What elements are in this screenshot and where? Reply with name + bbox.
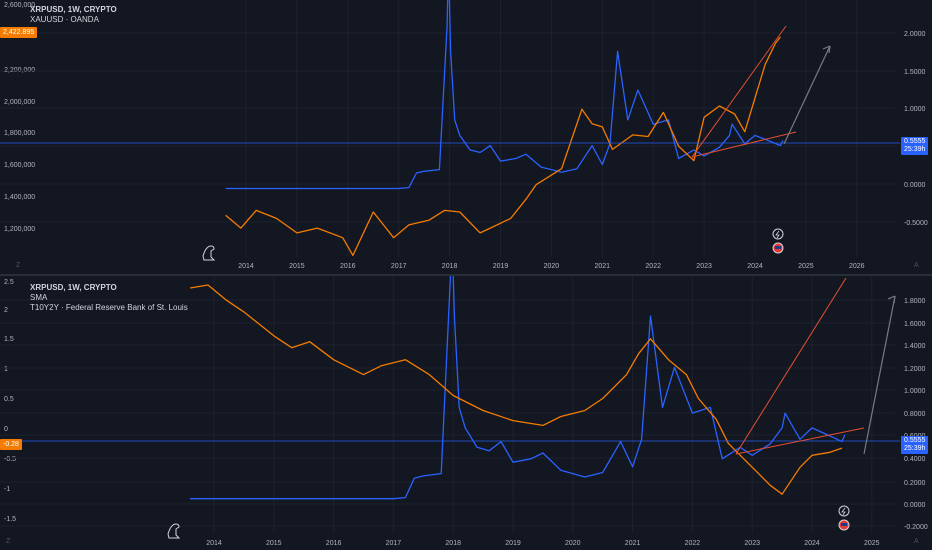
- left-tick-label: -1.5: [4, 516, 16, 523]
- projection-arrow-head: [822, 45, 831, 54]
- bottom-legend: XRPUSD, 1W, CRYPTO SMA T10Y2Y · Federal …: [30, 283, 188, 313]
- right-tick-label: 1.0000: [904, 106, 926, 113]
- bottom-legend-sma[interactable]: SMA: [30, 293, 48, 302]
- right-tick-label: 1.4000: [904, 343, 926, 350]
- x-tick-label: 2014: [206, 540, 222, 547]
- x-tick-label: 2016: [326, 540, 342, 547]
- top-legend-overlay[interactable]: XAUUSD · OANDA: [30, 15, 99, 24]
- x-tick-label: 2024: [804, 540, 820, 547]
- bottom-chart-pane[interactable]: 2014 2015 2016 2017 2018 2019 2020 2021 2022 2023…: [0, 276, 932, 550]
- projection-arrow: [783, 45, 831, 145]
- bottom-left-price-tag: -0.28: [0, 439, 22, 450]
- right-tick-label: 0.2000: [904, 480, 926, 487]
- left-tick-label: 2,600,000: [4, 2, 35, 9]
- x-tick-label: 2026: [849, 263, 865, 270]
- x-tick-label: 2019: [505, 540, 521, 547]
- x-tick-label: 2020: [544, 263, 560, 270]
- top-legend-symbol[interactable]: XRPUSD, 1W, CRYPTO: [30, 5, 117, 14]
- left-tick-label: 1.5: [4, 336, 14, 343]
- left-tick-label: 1,600,000: [4, 162, 35, 169]
- left-tick-label: 1: [4, 366, 8, 373]
- x-tick-label: 2015: [289, 263, 305, 270]
- x-tick-label: 2021: [625, 540, 641, 547]
- flag-glyph: [775, 246, 781, 249]
- left-tick-label: 0: [4, 426, 8, 433]
- x-tick-label: 2019: [493, 263, 509, 270]
- x-tick-label: 2017: [386, 540, 402, 547]
- x-tick-label: 2025: [864, 540, 880, 547]
- bottom-right-price-tag: 0.5555 25:39h: [901, 436, 929, 454]
- x-tick-label: 2018: [442, 263, 458, 270]
- trend-line: [691, 25, 787, 158]
- x-tick-label: 2024: [747, 263, 763, 270]
- x-tick-label: 2017: [391, 263, 407, 270]
- left-tick-label: 2.5: [4, 279, 14, 286]
- left-tick-label: 2: [4, 307, 8, 314]
- x-tick-label: 2016: [340, 263, 356, 270]
- x-tick-label: 2023: [696, 263, 712, 270]
- bottom-zoom-corner[interactable]: Z: [6, 538, 11, 545]
- lightning-glyph: [841, 507, 846, 516]
- lightning-glyph: [775, 230, 780, 239]
- top-chart-pane[interactable]: 2014 2015 2016 2017 2018 2019 2020 2021 2022 2023…: [0, 0, 932, 274]
- bottom-chart-canvas[interactable]: 2014 2015 2016 2017 2018 2019 2020 2021 2022 2023…: [0, 276, 932, 550]
- series-line-t10y2y: [189, 284, 843, 495]
- top-legend: XRPUSD, 1W, CRYPTO XAUUSD · OANDA: [30, 5, 117, 25]
- bottom-auto-scale-button[interactable]: A: [914, 538, 919, 545]
- lightning-icon: [772, 228, 784, 240]
- right-tick-label: 1.8000: [904, 298, 926, 305]
- right-tick-label: -0.2000: [904, 524, 928, 531]
- x-tick-label: 2022: [685, 540, 701, 547]
- left-tick-label: 1,800,000: [4, 130, 35, 137]
- x-tick-label: 2020: [565, 540, 581, 547]
- x-tick-label: 2014: [238, 263, 254, 270]
- dinosaur-icon: [167, 523, 181, 539]
- projection-arrow-head: [887, 295, 896, 304]
- pane-separator[interactable]: [0, 274, 932, 276]
- x-tick-label: 2022: [645, 263, 661, 270]
- right-tick-label: -0.5000: [904, 220, 928, 227]
- dinosaur-icon: [202, 245, 216, 261]
- x-tick-label: 2018: [445, 540, 461, 547]
- x-tick-label: 2023: [744, 540, 760, 547]
- right-tick-label: 1.5000: [904, 69, 926, 76]
- right-tick-label: 0.4000: [904, 456, 926, 463]
- left-tick-label: 1,400,000: [4, 194, 35, 201]
- top-right-price-value: 0.5555: [904, 138, 926, 145]
- x-tick-label: 2021: [595, 263, 611, 270]
- bottom-right-price-value: 0.5555: [904, 437, 926, 444]
- right-tick-label: 1.0000: [904, 388, 926, 395]
- top-left-price-tag: 2,422.895: [0, 27, 38, 38]
- left-tick-label: -1: [4, 486, 10, 493]
- lightning-icon: [838, 505, 850, 517]
- series-line-xauusd: [225, 36, 781, 257]
- left-tick-label: 1,200,000: [4, 226, 35, 233]
- left-tick-label: 0.5: [4, 396, 14, 403]
- top-auto-scale-button[interactable]: A: [914, 262, 919, 269]
- trend-line: [735, 427, 865, 455]
- series-line-xrpusd: [190, 276, 846, 500]
- top-zoom-corner[interactable]: Z: [16, 262, 21, 269]
- trend-line: [735, 277, 847, 455]
- projection-arrow: [863, 295, 896, 455]
- bottom-legend-t10y2y[interactable]: T10Y2Y · Federal Reserve Bank of St. Lou…: [30, 303, 188, 312]
- left-tick-label: 2,000,000: [4, 99, 35, 106]
- flag-glyph: [841, 523, 847, 526]
- right-tick-label: 1.2000: [904, 366, 926, 373]
- bottom-right-countdown: 25:39h: [904, 445, 926, 452]
- bottom-legend-symbol[interactable]: XRPUSD, 1W, CRYPTO: [30, 283, 117, 292]
- right-tick-label: 0.0000: [904, 182, 926, 189]
- series-line-xrpusd: [225, 0, 784, 190]
- right-tick-label: 1.6000: [904, 321, 926, 328]
- x-tick-label: 2025: [798, 263, 814, 270]
- right-tick-label: 0.0000: [904, 502, 926, 509]
- right-tick-label: 0.8000: [904, 411, 926, 418]
- right-tick-label: 2.0000: [904, 31, 926, 38]
- left-tick-label: -0.5: [4, 456, 16, 463]
- x-tick-label: 2015: [266, 540, 282, 547]
- top-right-price-tag: 0.5555 25:39h: [901, 137, 929, 155]
- top-right-countdown: 25:39h: [904, 146, 926, 153]
- top-chart-canvas[interactable]: 2014 2015 2016 2017 2018 2019 2020 2021 2022 2023…: [0, 0, 932, 274]
- trend-line: [691, 131, 797, 158]
